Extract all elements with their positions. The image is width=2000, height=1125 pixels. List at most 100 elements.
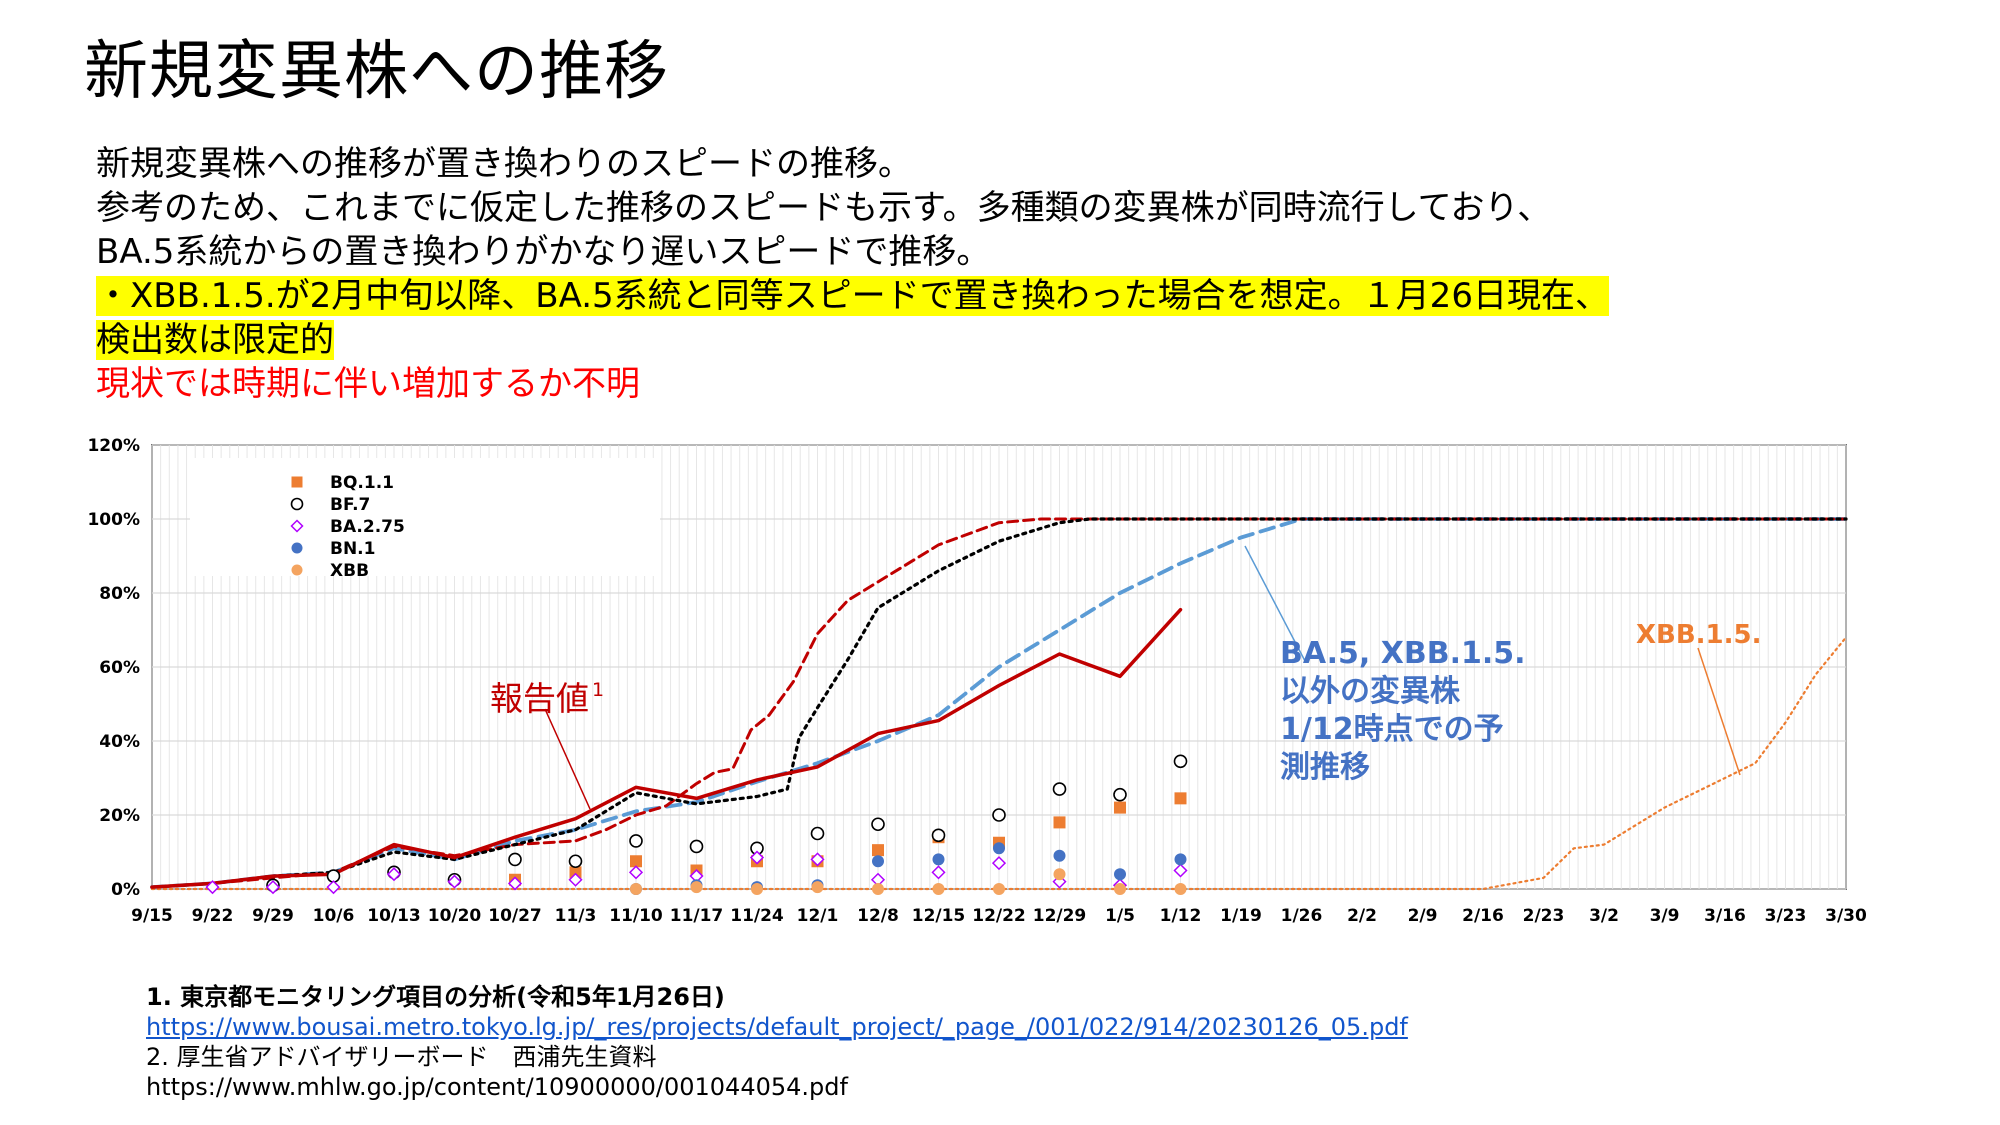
xbb-point xyxy=(872,883,884,895)
xbb-point xyxy=(751,883,763,895)
ba275-point xyxy=(326,880,341,895)
y-tick-label: 60% xyxy=(99,658,140,678)
bf7-point xyxy=(992,808,1006,822)
ba275-point xyxy=(810,852,825,867)
x-tick-label: 10/20 xyxy=(428,906,482,926)
bn1-point xyxy=(1114,868,1126,881)
x-tick-label: 10/27 xyxy=(488,906,542,926)
bf7-point xyxy=(1173,754,1188,769)
forecast-annotation-line: BA.5, XBB.1.5. xyxy=(1280,636,1526,671)
x-tick-label: 3/30 xyxy=(1825,906,1867,926)
bn1-point xyxy=(932,853,945,866)
x-tick-label: 1/12 xyxy=(1160,906,1202,926)
legend-marker-ba275 xyxy=(290,519,304,533)
legend-marker-bf7 xyxy=(290,497,304,511)
reference-1-title: 1. 東京都モニタリング項目の分析(令和5年1月26日) xyxy=(146,983,725,1011)
legend-label: BN.1 xyxy=(330,539,375,559)
x-tick-label: 2/2 xyxy=(1347,906,1377,926)
xbb15-annotation-pointer xyxy=(1697,647,1741,776)
x-tick-label: 12/1 xyxy=(797,906,839,926)
x-tick-label: 12/22 xyxy=(972,906,1026,926)
bf7-point xyxy=(508,852,522,867)
ba275-point xyxy=(205,880,220,895)
xbb-point xyxy=(932,883,945,895)
x-tick-label: 9/22 xyxy=(192,906,234,926)
description-line-2: 参考のため、これまでに仮定した推移のスピードも示す。多種類の変異株が同時流行して… xyxy=(96,188,1552,228)
x-tick-label: 11/24 xyxy=(730,906,784,926)
x-tick-label: 10/6 xyxy=(313,906,355,926)
bf7-point xyxy=(810,826,825,841)
forecast-annotation-line: 以外の変異株 xyxy=(1280,674,1461,709)
forecast-annotation-line: 測推移 xyxy=(1280,750,1370,785)
legend-marker-bn1 xyxy=(291,542,303,554)
legend-label: BA.2.75 xyxy=(330,517,405,537)
x-tick-label: 3/16 xyxy=(1704,906,1746,926)
ba275-point xyxy=(507,876,523,891)
legend-background xyxy=(190,458,660,576)
reference-1-link[interactable]: https://www.bousai.metro.tokyo.lg.jp/_re… xyxy=(146,1013,1408,1041)
bq11-point xyxy=(1114,801,1126,814)
x-tick-label: 1/26 xyxy=(1281,906,1323,926)
ba275-point xyxy=(749,850,765,865)
highlight-line-1: ・XBB.1.5.が2月中旬以降、BA.5系統と同等スピードで置き換わった場合を… xyxy=(96,276,1609,316)
bq11-point xyxy=(569,866,582,879)
description-line-1: 新規変異株への推移が置き換わりのスピードの推移。 xyxy=(96,144,912,184)
forecast-annotation-line: 1/12時点での予 xyxy=(1280,712,1504,747)
xbb-point xyxy=(690,881,703,894)
y-tick-label: 40% xyxy=(99,732,140,752)
reported-line xyxy=(150,607,1183,889)
legend-label: XBB xyxy=(330,561,369,581)
reported-annotation-superscript: 1 xyxy=(592,679,604,701)
xbb-point xyxy=(1053,868,1066,881)
red-note: 現状では時期に伴い増加するか不明 xyxy=(96,364,640,404)
legend-marker-bq11 xyxy=(291,476,303,488)
ba275-point xyxy=(991,856,1007,871)
highlight-line-2: 検出数は限定的 xyxy=(96,320,334,360)
y-tick-label: 80% xyxy=(99,584,140,604)
bn1-point xyxy=(1174,853,1187,866)
bn1-point xyxy=(872,855,884,868)
description: 新規変異株への推移が置き換わりのスピードの推移。 参考のため、これまでに仮定した… xyxy=(96,142,1609,406)
ba275-point xyxy=(386,867,402,882)
bq11-point xyxy=(1053,816,1066,829)
xbb-point xyxy=(811,881,824,894)
xbb15-line xyxy=(150,636,1848,891)
reference-2-url: https://www.mhlw.go.jp/content/10900000/… xyxy=(146,1073,848,1101)
bn1-point xyxy=(993,842,1005,855)
ba275-point xyxy=(265,880,281,895)
bq11-point xyxy=(630,855,642,868)
bn1-point xyxy=(1053,849,1066,862)
x-tick-label: 10/13 xyxy=(367,906,421,926)
ba275-point xyxy=(931,865,946,880)
x-tick-label: 1/19 xyxy=(1220,906,1262,926)
bq11-point xyxy=(1174,792,1187,805)
xbb-point xyxy=(630,883,642,895)
xbb15-annotation: XBB.1.5. xyxy=(1636,620,1762,650)
x-tick-label: 12/29 xyxy=(1033,906,1087,926)
x-tick-label: 12/15 xyxy=(912,906,966,926)
x-tick-label: 11/10 xyxy=(609,906,663,926)
x-tick-label: 11/17 xyxy=(670,906,724,926)
x-tick-label: 3/9 xyxy=(1650,906,1680,926)
x-tick-label: 9/15 xyxy=(131,906,173,926)
legend-label: BF.7 xyxy=(330,495,370,515)
bq11-point xyxy=(872,844,884,857)
reported-annotation-pointer xyxy=(544,708,591,810)
legend-label: BQ.1.1 xyxy=(330,473,394,493)
ba275-point xyxy=(628,865,644,880)
reference-2-title: 2. 厚生省アドバイザリーボード 西浦先生資料 xyxy=(146,1043,657,1071)
x-tick-label: 2/16 xyxy=(1462,906,1504,926)
x-tick-label: 1/5 xyxy=(1105,906,1135,926)
y-tick-label: 20% xyxy=(99,806,140,826)
reported-annotation: 報告値 xyxy=(490,679,589,718)
x-tick-label: 3/2 xyxy=(1589,906,1619,926)
xbb-point xyxy=(1114,883,1126,895)
x-tick-label: 11/3 xyxy=(555,906,597,926)
bf7-point xyxy=(1052,782,1067,796)
y-tick-label: 0% xyxy=(111,880,140,900)
xbb-point xyxy=(1174,883,1187,895)
forecast-annotation-pointer xyxy=(1244,545,1306,662)
description-line-3: BA.5系統からの置き換わりがかなり遅いスピードで推移。 xyxy=(96,232,991,272)
y-tick-label: 120% xyxy=(87,436,140,456)
x-tick-label: 2/9 xyxy=(1408,906,1438,926)
